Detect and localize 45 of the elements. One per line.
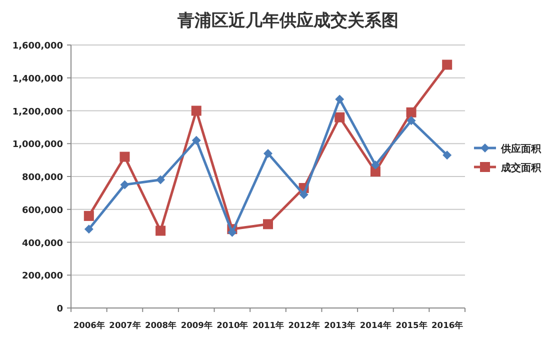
- y-tick-label: 200,000: [22, 272, 63, 282]
- y-tick-label: 1,600,000: [12, 42, 63, 52]
- x-tick-label: 2011年: [252, 320, 284, 330]
- x-tick-label: 2010年: [216, 320, 248, 330]
- y-tick-label: 400,000: [22, 238, 63, 249]
- point: [192, 136, 201, 145]
- legend-label: 供应面积: [500, 143, 542, 155]
- y-tick-label: 600,000: [22, 206, 63, 216]
- x-tick-label: 2006年: [73, 320, 104, 330]
- point: [442, 60, 452, 70]
- point: [406, 116, 416, 126]
- x-tick-label: 2012年: [288, 320, 320, 330]
- point: [335, 94, 344, 104]
- x-tick-label: 2009年: [180, 320, 212, 330]
- y-tick-label: 1,400,000: [12, 74, 63, 84]
- legend-item: 供应面积: [474, 144, 541, 155]
- x-tick-label: 2016年: [432, 320, 463, 330]
- point: [156, 226, 166, 236]
- legend-item: 成交面积: [474, 162, 541, 174]
- point: [263, 219, 273, 230]
- point: [120, 180, 130, 190]
- point: [156, 175, 166, 184]
- y-tick-label: 1,200,000: [12, 107, 63, 118]
- chart-title: 青浦区近几年供应成交关系图: [176, 11, 398, 31]
- point: [442, 150, 452, 160]
- point: [370, 160, 380, 170]
- point: [370, 166, 380, 177]
- x-tick-label: 2007年: [109, 320, 140, 330]
- x-tick-label: 2014年: [360, 320, 391, 330]
- point: [228, 228, 237, 237]
- point: [191, 106, 202, 116]
- x-tick-label: 2013年: [324, 320, 356, 330]
- point: [334, 112, 345, 122]
- point: [84, 224, 94, 234]
- point: [406, 107, 416, 118]
- y-tick-label: 800,000: [22, 173, 63, 183]
- legend-label: 成交面积: [500, 162, 542, 174]
- y-tick-label: 0: [56, 304, 63, 314]
- x-tick-label: 2008年: [145, 320, 176, 330]
- x-tick-label: 2015年: [396, 320, 427, 330]
- point: [120, 152, 130, 162]
- y-tick-label: 1,000,000: [12, 140, 63, 150]
- point: [264, 148, 272, 158]
- point: [84, 210, 94, 221]
- point: [299, 190, 308, 200]
